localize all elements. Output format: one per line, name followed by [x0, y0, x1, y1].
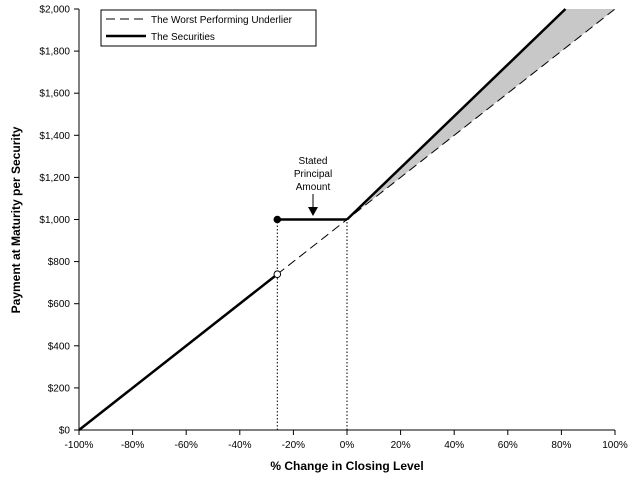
y-tick-label: $1,800: [39, 47, 70, 58]
x-tick-label: 40%: [444, 440, 464, 451]
x-tick-label: -60%: [175, 440, 198, 451]
y-tick-label: $0: [59, 426, 71, 437]
y-tick-label: $400: [48, 341, 71, 352]
securities-line: [78, 8, 567, 431]
x-tick-label: -100%: [65, 440, 94, 451]
annotation-line-3: Amount: [296, 182, 331, 193]
reference-lines: [276, 219, 348, 430]
open-marker-1: [273, 270, 282, 279]
x-tick-label: 60%: [498, 440, 518, 451]
y-tick-label: $1,000: [39, 215, 70, 226]
markers: [273, 215, 282, 279]
x-tick-label: 100%: [602, 440, 628, 451]
y-tick-label: $800: [48, 257, 71, 268]
x-tick-label: 20%: [391, 440, 411, 451]
y-tick-label: $600: [48, 299, 71, 310]
x-tick-label: 80%: [551, 440, 571, 451]
y-tick-label: $1,400: [39, 131, 70, 142]
x-tick-label: -80%: [121, 440, 144, 451]
x-axis-ticks: -100% -80% -60% -40% -20% 0% 20% 40% 60% 80% 100%: [65, 430, 628, 451]
legend: The Worst Performing Underlier The Secur…: [100, 9, 317, 47]
legend-securities-label: The Securities: [151, 32, 215, 43]
x-tick-label: -40%: [228, 440, 251, 451]
y-axis-ticks: $0 $200 $400 $600 $800 $1,000 $1,200 $1,400 $1,6…: [39, 5, 79, 437]
legend-box: [100, 9, 317, 47]
legend-underlier-label: The Worst Performing Underlier: [151, 15, 293, 26]
stated-principal-annotation: Stated Principal Amount: [294, 156, 332, 216]
annotation-line-1: Stated: [299, 156, 328, 167]
x-axis-title: % Change in Closing Level: [270, 459, 423, 473]
y-tick-label: $200: [48, 383, 71, 394]
x-tick-label: -20%: [282, 440, 305, 451]
y-tick-label: $2,000: [39, 5, 70, 16]
y-tick-label: $1,200: [39, 173, 70, 184]
securities-segment-0: [78, 273, 279, 431]
filled-marker-0: [273, 215, 282, 224]
annotation-line-2: Principal: [294, 169, 332, 180]
y-axis-title: Payment at Maturity per Security: [9, 126, 23, 313]
securities-segment-2: [346, 8, 567, 221]
annotation-arrow-head: [308, 207, 318, 216]
x-tick-label: 0%: [340, 440, 355, 451]
y-tick-label: $1,600: [39, 89, 70, 100]
